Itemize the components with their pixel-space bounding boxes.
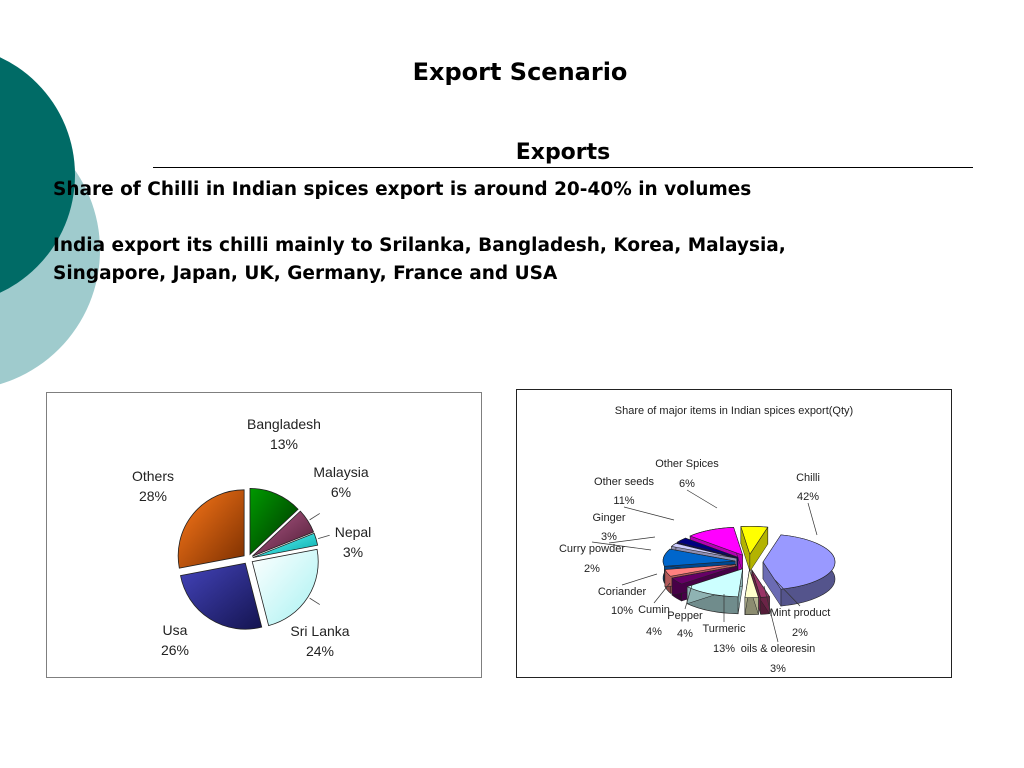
bullet-export-countries: India export its chilli mainly to Srilan… (53, 232, 953, 288)
slice-value-turmeric: 13% (713, 643, 735, 655)
slice-label-usa: Usa (163, 622, 188, 638)
slice-label-malaysia: Malaysia (313, 464, 368, 480)
slice-label-coriander: Coriander (598, 586, 647, 598)
slice-label-pepper: Pepper (667, 610, 703, 622)
bullet-line-2: Singapore, Japan, UK, Germany, France an… (53, 263, 558, 284)
pie-slice-sri-lanka (251, 548, 319, 627)
slice-value-other-seeds: 11% (613, 495, 634, 507)
leader-line-other-spices (686, 489, 718, 509)
slice-value-usa: 26% (161, 642, 189, 658)
slice-label-chilli: Chilli (796, 472, 820, 484)
leader-line-other-seeds (623, 506, 675, 521)
slice-label-other-seeds: Other seeds (594, 476, 654, 488)
slice-value-mint-product: 2% (792, 627, 808, 639)
slice-label-others: Others (132, 468, 174, 484)
chart-spice-items: Share of major items in Indian spices ex… (516, 389, 952, 678)
pie-slice-cumin (664, 564, 736, 577)
slice-label-turmeric: Turmeric (703, 623, 746, 635)
leader-line-coriander (621, 573, 658, 586)
pie-slice-others (177, 489, 245, 569)
pie-slice-other-seeds (689, 527, 744, 556)
slice-label-cumin: Cumin (638, 604, 670, 616)
pie-slice-curry-powder (670, 542, 737, 559)
pie-slice-bangladesh (249, 488, 299, 556)
chart-export-destinations: Bangladesh 13% Malaysia 6% Nepal 3% Sri Lanka 2… (46, 392, 482, 678)
slice-value-cumin: 4% (646, 626, 662, 638)
leader-line-cumin (653, 582, 671, 604)
chart-title: Share of major items in Indian spices ex… (615, 405, 853, 417)
slice-label-other-spices: Other Spices (655, 458, 719, 470)
slice-label-ginger: Ginger (592, 512, 625, 524)
slice-label-bangladesh: Bangladesh (247, 416, 321, 432)
pie-slice-other-spices (740, 526, 769, 556)
pie-slice-nepal (252, 532, 319, 558)
pie-slice-chilli (762, 534, 836, 590)
slice-value-ginger: 3% (601, 531, 617, 543)
slice-label-sri-lanka: Sri Lanka (290, 623, 349, 639)
leader-line-oils-oleoresin (763, 585, 779, 643)
slice-label-mint-product: Mint product (770, 607, 831, 619)
pie-slice-malaysia (251, 510, 315, 557)
pie-slice-turmeric (686, 568, 744, 598)
pie-slice-coriander (662, 548, 736, 567)
leader-line-mint-product (774, 579, 801, 607)
pie-slice-pepper (671, 565, 738, 585)
pie-slice-usa (180, 562, 263, 630)
slice-label-nepal: Nepal (335, 524, 372, 540)
slice-value-pepper: 4% (677, 628, 693, 640)
slice-value-oils-oleoresin: 3% (770, 663, 786, 675)
slice-label-oils-oleoresin: oils & oleoresin (741, 643, 816, 655)
decorative-circles (0, 57, 100, 385)
leader-line-ginger (608, 536, 656, 544)
bullet-line-1: India export its chilli mainly to Srilan… (53, 235, 786, 256)
pie-slice-oils-oleoresin (744, 569, 759, 598)
section-subtitle: Exports (153, 140, 973, 168)
leader-line-sri-lanka (309, 597, 320, 605)
slice-value-nepal: 3% (343, 544, 363, 560)
slice-value-bangladesh: 13% (270, 436, 298, 452)
leader-line-chilli (807, 502, 818, 536)
slice-value-others: 28% (139, 488, 167, 504)
pie-slice-ginger (676, 537, 739, 558)
slice-value-other-spices: 6% (679, 478, 695, 490)
slice-label-curry-powder: Curry powder (559, 543, 625, 555)
slice-value-chilli: 42% (797, 491, 819, 503)
leader-line-malaysia (309, 513, 320, 521)
leader-line-pepper (684, 584, 693, 610)
pie-chart-destinations: Bangladesh 13% Malaysia 6% Nepal 3% Sri Lanka 2… (132, 416, 372, 659)
slice-value-curry-powder: 2% (584, 563, 600, 575)
pie-chart-spice-items: Share of major items in Indian spices ex… (559, 405, 853, 675)
leader-line-curry-powder (591, 541, 652, 551)
slice-value-coriander: 10% (611, 605, 633, 617)
bullet-chilli-share: Share of Chilli in Indian spices export … (53, 179, 752, 200)
leader-line-nepal (317, 534, 330, 540)
slice-value-malaysia: 6% (331, 484, 351, 500)
slice-value-sri-lanka: 24% (306, 643, 334, 659)
page-title: Export Scenario (412, 58, 628, 86)
